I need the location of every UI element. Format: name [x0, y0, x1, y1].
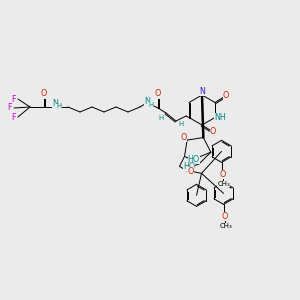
Text: F: F: [12, 94, 16, 103]
Text: N: N: [199, 86, 205, 95]
Text: H: H: [158, 115, 164, 121]
Text: O: O: [210, 128, 216, 136]
Text: N: N: [52, 100, 58, 109]
Text: O: O: [221, 212, 228, 221]
Text: O: O: [187, 167, 194, 176]
Text: O: O: [41, 89, 47, 98]
Text: O: O: [223, 91, 229, 100]
Text: H: H: [178, 121, 184, 127]
Text: N: N: [144, 98, 150, 106]
Text: O: O: [155, 89, 161, 98]
Text: O: O: [181, 133, 187, 142]
Text: CH₃: CH₃: [219, 224, 232, 230]
Text: H: H: [56, 103, 61, 109]
Text: HO: HO: [183, 162, 195, 171]
Text: NH: NH: [214, 113, 226, 122]
Text: O: O: [219, 170, 226, 179]
Text: HO: HO: [188, 155, 200, 164]
Text: F: F: [12, 112, 16, 122]
Text: H: H: [148, 102, 154, 108]
Text: CH₃: CH₃: [217, 182, 230, 188]
Text: F: F: [8, 103, 12, 112]
